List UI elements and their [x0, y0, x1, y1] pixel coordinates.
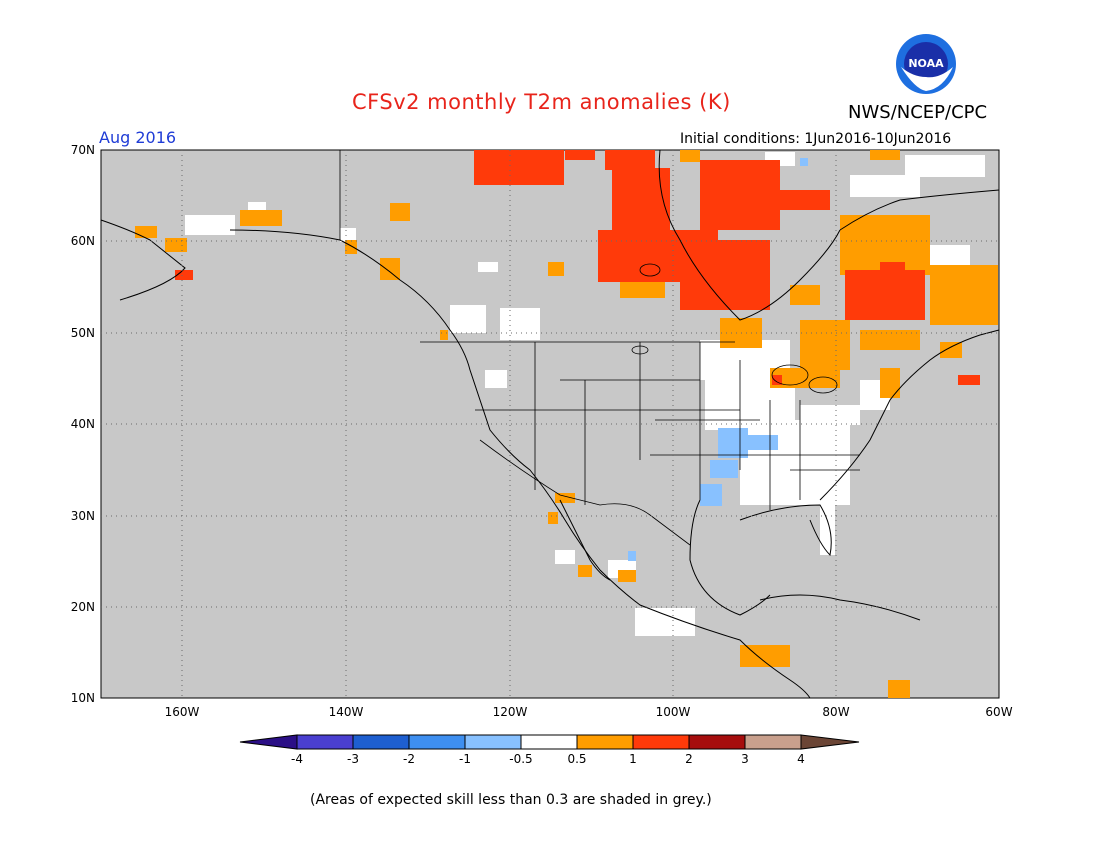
skill-footnote: (Areas of expected skill less than 0.3 a…	[310, 792, 712, 808]
legend-label: 0.5	[567, 752, 586, 766]
legend-label: 2	[685, 752, 693, 766]
initial-conditions: Initial conditions: 1Jun2016-10Jun2016	[680, 131, 952, 147]
lon-tick-label: 120W	[493, 705, 528, 719]
lon-tick-label: 100W	[656, 705, 691, 719]
political-borders	[339, 150, 860, 546]
legend-swatch	[688, 734, 746, 750]
lat-tick-label: 40N	[71, 417, 95, 431]
coastlines	[100, 149, 1000, 699]
legend-swatch	[744, 734, 802, 750]
legend-swatch	[464, 734, 522, 750]
lat-tick-label: 50N	[71, 326, 95, 340]
lon-tick-label: 80W	[822, 705, 849, 719]
legend-label: -0.5	[509, 752, 532, 766]
legend-swatch	[352, 734, 410, 750]
legend-label: -2	[403, 752, 415, 766]
agency-label: NWS/NCEP/CPC	[848, 102, 988, 123]
much-above-normal-regions	[175, 150, 980, 385]
legend-arrow-low	[239, 734, 298, 750]
map-title: CFSv2 monthly T2m anomalies (K)	[352, 90, 731, 114]
noaa-logo-icon: NOAA	[896, 34, 956, 94]
lon-tick-label: 60W	[985, 705, 1012, 719]
lon-tick-label: 140W	[329, 705, 364, 719]
legend-swatch	[520, 734, 578, 750]
near-normal-regions	[185, 152, 985, 636]
lat-tick-label: 10N	[71, 691, 95, 705]
legend-label: 3	[741, 752, 749, 766]
legend-label: -1	[459, 752, 471, 766]
legend-swatch	[632, 734, 690, 750]
lat-tick-label: 20N	[71, 600, 95, 614]
legend-label: 4	[797, 752, 805, 766]
legend-arrow-high	[800, 734, 860, 750]
legend-swatch	[408, 734, 466, 750]
lat-tick-label: 60N	[71, 234, 95, 248]
lat-tick-label: 70N	[71, 143, 95, 157]
lakes	[631, 263, 838, 394]
lat-tick-label: 30N	[71, 509, 95, 523]
legend-label: 1	[629, 752, 637, 766]
anomaly-map: 160W 140W 120W 100W 80W 60W 70N 60N 50N 40N 30N 20N…	[71, 143, 1013, 766]
color-legend: -4 -3 -2 -1 -0.5 0.5 1 2 3 4	[239, 734, 860, 766]
legend-label: -4	[291, 752, 303, 766]
legend-swatch	[296, 734, 354, 750]
legend-label: -3	[347, 752, 359, 766]
lon-tick-label: 160W	[165, 705, 200, 719]
target-month: Aug 2016	[99, 128, 177, 147]
noaa-logo-text: NOAA	[908, 57, 944, 70]
legend-swatch	[576, 734, 634, 750]
